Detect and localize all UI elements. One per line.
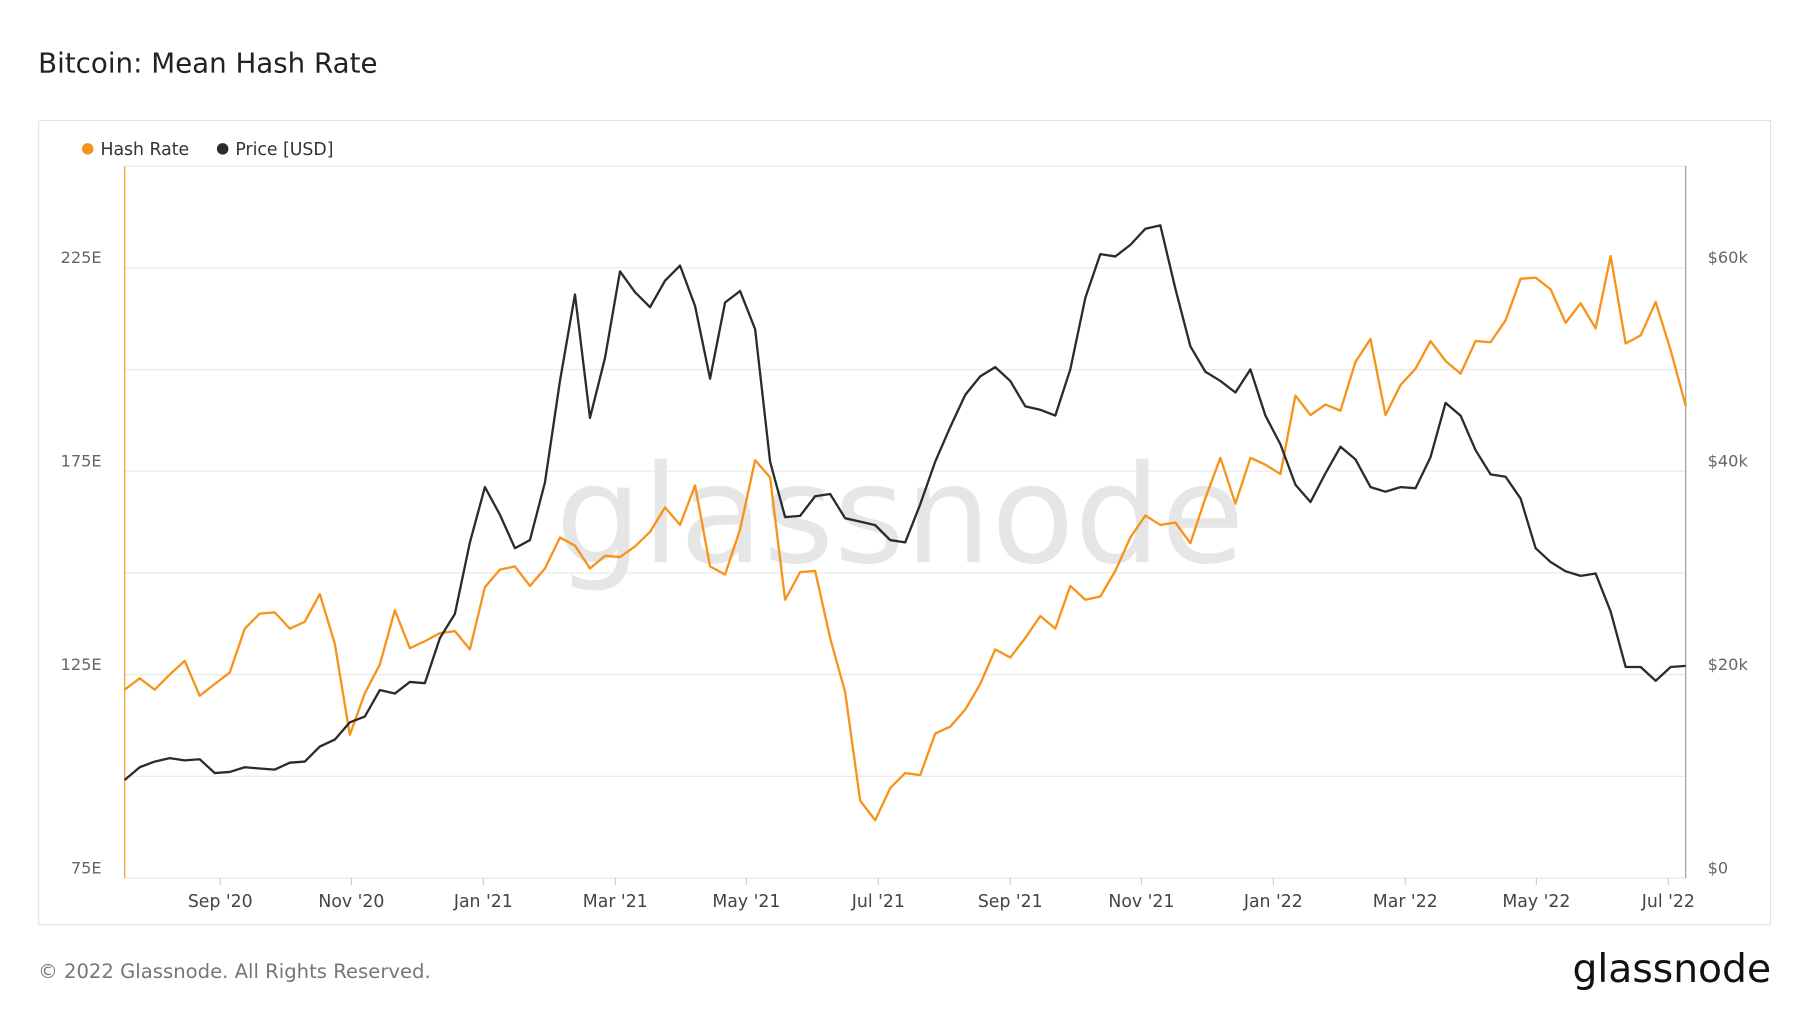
chart-frame — [38, 119, 1772, 926]
chart-title: Bitcoin: Mean Hash Rate — [38, 47, 377, 80]
x-tick-label: Mar '22 — [1373, 892, 1438, 912]
footer: © 2022 Glassnode. All Rights Reserved. — [38, 960, 431, 983]
watermark: glassnode — [555, 437, 1244, 595]
series-line — [123, 254, 1687, 822]
legend-label: Price [USD] — [235, 140, 333, 160]
legend-swatch — [216, 143, 229, 155]
x-tick-label: May '21 — [712, 892, 780, 912]
x-tick-label: May '22 — [1502, 892, 1570, 912]
x-tick-label: Jan '21 — [453, 892, 513, 912]
legend-swatch — [81, 143, 94, 155]
y-tick-label: 175E — [61, 451, 102, 470]
y-tick-label: 75E — [71, 858, 102, 877]
x-tick-label: Jul '22 — [1641, 892, 1695, 912]
y2-tick-label: $20k — [1708, 655, 1749, 674]
y2-tick-label: $60k — [1708, 248, 1749, 267]
x-tick-label: Sep '20 — [188, 892, 253, 912]
x-tick-label: Mar '21 — [583, 892, 648, 912]
x-tick-label: Jan '22 — [1243, 892, 1303, 912]
legend-label: Hash Rate — [100, 140, 189, 160]
y-tick-label: 125E — [61, 655, 102, 674]
logo: glassnode — [1573, 947, 1772, 992]
y2-tick-label: $0 — [1708, 858, 1729, 877]
x-tick-label: Nov '21 — [1108, 892, 1174, 912]
series-line — [123, 224, 1686, 781]
x-tick-label: Sep '21 — [978, 892, 1043, 912]
x-tick-label: Jul '21 — [851, 892, 905, 912]
x-tick-label: Nov '20 — [318, 892, 384, 912]
y-tick-label: 225E — [61, 248, 102, 267]
y2-tick-label: $40k — [1708, 451, 1749, 470]
